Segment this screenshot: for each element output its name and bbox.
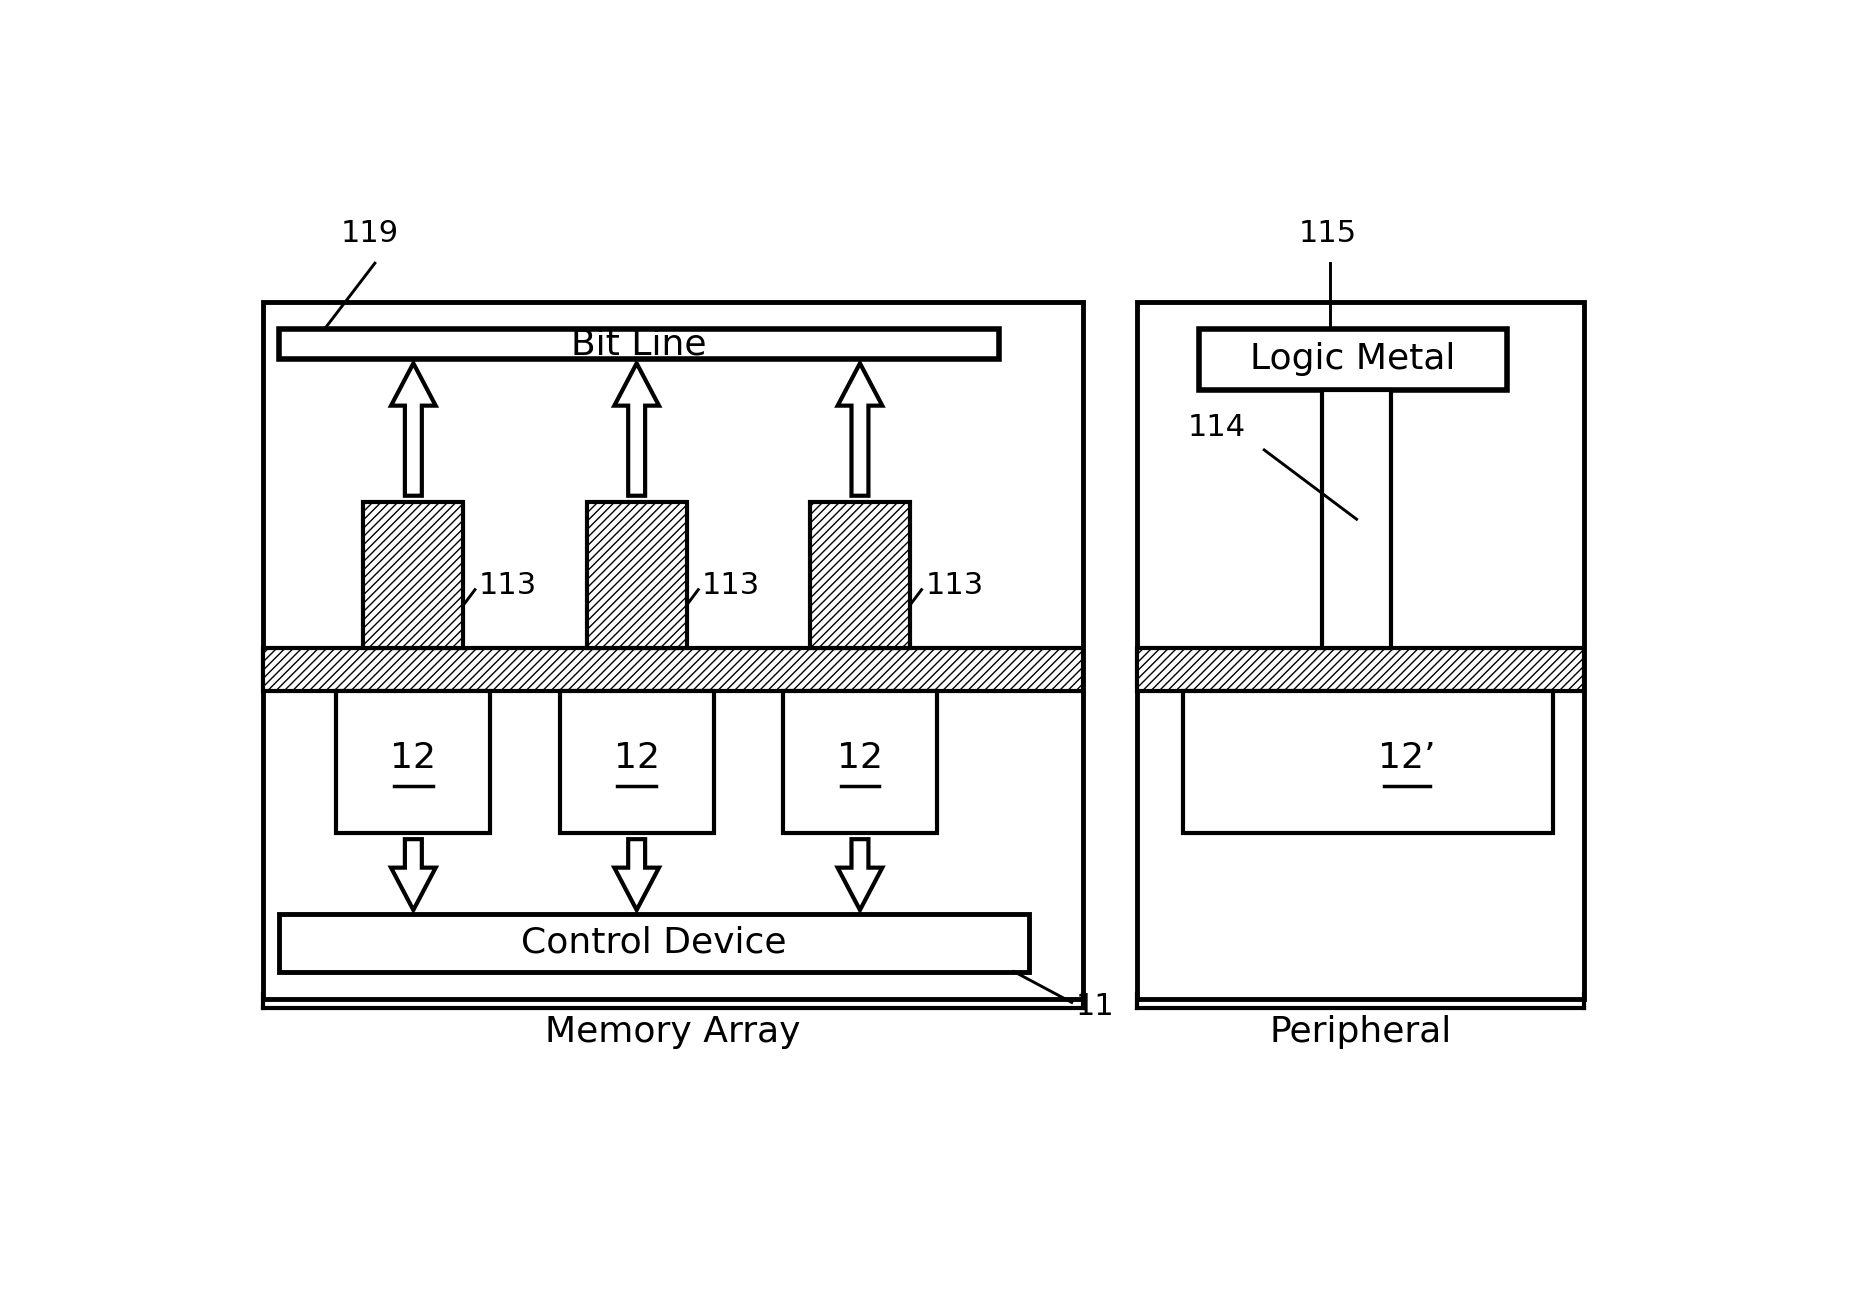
Text: Control Device: Control Device [521,926,788,960]
Polygon shape [391,839,435,910]
Bar [278,329,999,360]
Bar [810,502,910,649]
Text: 113: 113 [478,571,537,601]
Text: 12: 12 [391,741,435,774]
Text: 12: 12 [838,741,884,774]
Bar [560,690,713,833]
Bar [1321,390,1392,649]
Bar [1184,690,1553,833]
Bar [363,502,463,649]
Text: Logic Metal: Logic Metal [1251,342,1455,377]
Text: 12: 12 [613,741,660,774]
Bar [337,690,491,833]
Text: Bit Line: Bit Line [571,328,706,361]
Text: 115: 115 [1299,219,1356,247]
Polygon shape [615,364,660,496]
Text: 114: 114 [1188,413,1245,442]
Bar [1138,302,1584,998]
Polygon shape [838,839,882,910]
Text: Memory Array: Memory Array [545,1015,800,1049]
Bar [263,649,1084,690]
Text: 12’: 12’ [1379,741,1436,774]
Text: 11: 11 [1075,992,1114,1020]
Text: Peripheral: Peripheral [1269,1015,1451,1049]
Bar [1138,649,1584,690]
Bar [587,502,687,649]
Bar [263,302,1084,998]
Text: 113: 113 [702,571,760,601]
Bar [784,690,938,833]
Polygon shape [615,839,660,910]
Bar [1199,329,1506,390]
Text: 113: 113 [925,571,984,601]
Polygon shape [838,364,882,496]
Text: 119: 119 [341,219,398,247]
Polygon shape [391,364,435,496]
Bar [278,914,1030,971]
